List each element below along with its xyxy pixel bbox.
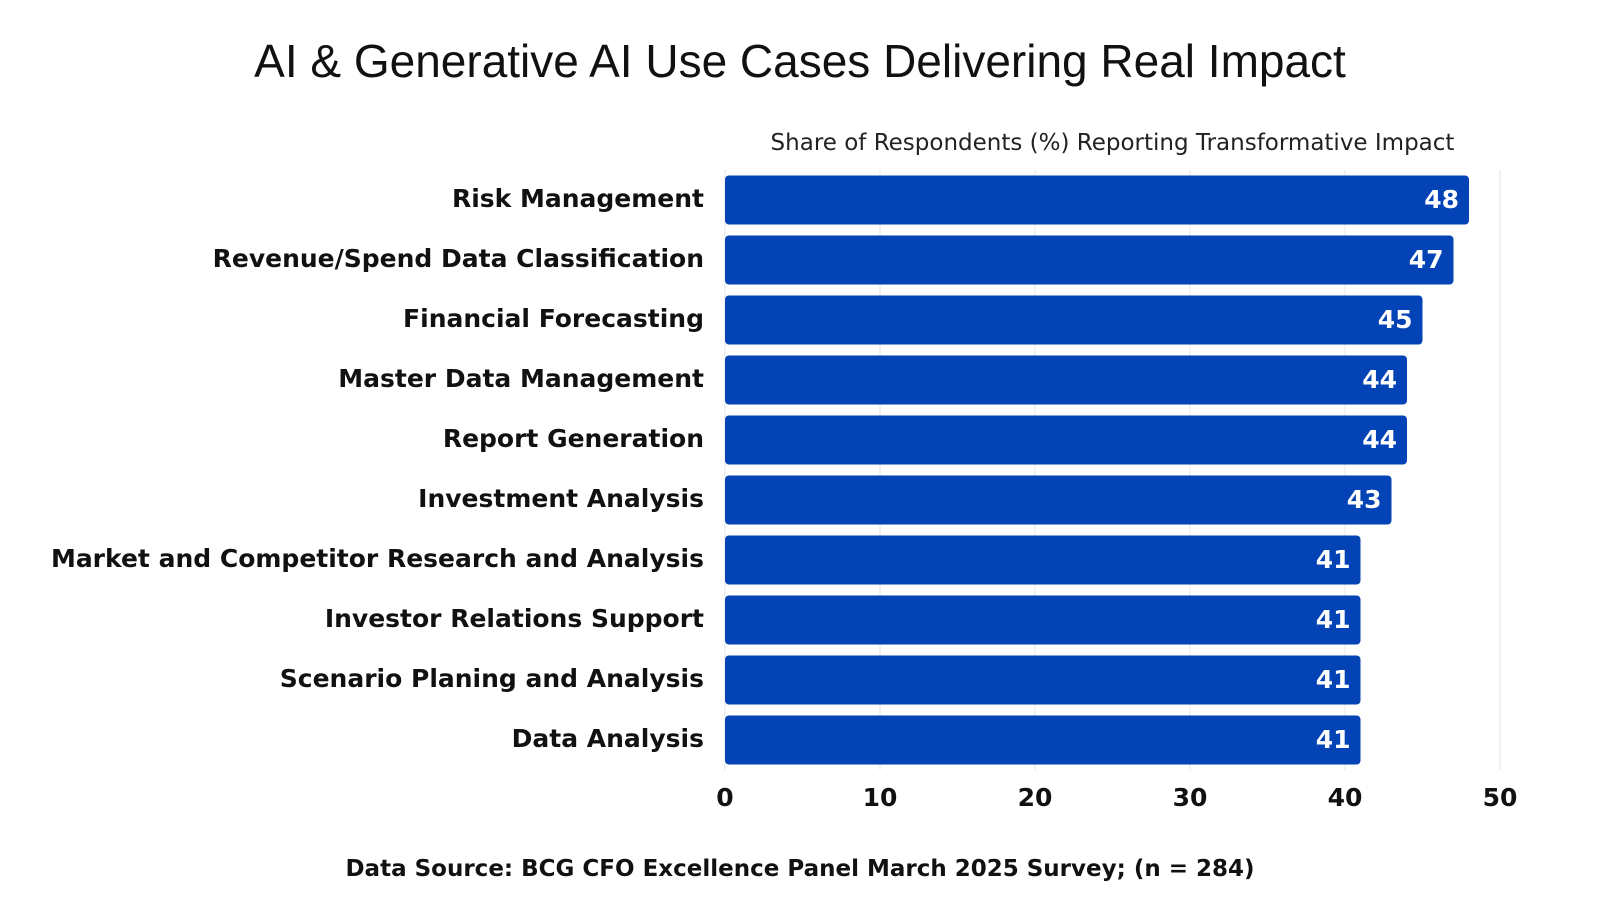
value-label-6: 43 <box>1347 485 1382 514</box>
value-label-1: 48 <box>1424 185 1459 214</box>
category-label-4: Master Data Management <box>338 364 704 393</box>
category-label-1: Risk Management <box>452 184 704 213</box>
bar-8 <box>725 595 1361 645</box>
value-label-5: 44 <box>1362 425 1397 454</box>
labels-layer: Risk Management 48 Revenue/Spend Data Clas… <box>51 184 1459 754</box>
category-label-2: Revenue/Spend Data Classification <box>213 244 704 273</box>
bar-9 <box>725 655 1361 705</box>
category-label-7: Market and Competitor Research and Analy… <box>51 544 704 573</box>
bar-6 <box>725 475 1392 525</box>
category-label-5: Report Generation <box>443 424 704 453</box>
data-source-note: Data Source: BCG CFO Excellence Panel Ma… <box>345 856 1254 882</box>
chart-subtitle: Share of Respondents (%) Reporting Trans… <box>771 130 1455 156</box>
x-tick-label-40: 40 <box>1328 783 1363 812</box>
x-axis: 0 10 20 30 40 50 <box>716 783 1517 812</box>
category-label-6: Investment Analysis <box>418 484 704 513</box>
value-label-7: 41 <box>1316 545 1351 574</box>
value-label-9: 41 <box>1316 665 1351 694</box>
bar-10 <box>725 715 1361 765</box>
x-tick-label-0: 0 <box>716 783 733 812</box>
x-tick-label-50: 50 <box>1483 783 1518 812</box>
bar-1 <box>725 175 1469 225</box>
value-label-2: 47 <box>1409 245 1444 274</box>
bar-4 <box>725 355 1407 405</box>
bars-layer <box>725 175 1469 765</box>
category-label-3: Financial Forecasting <box>403 304 704 333</box>
category-label-10: Data Analysis <box>512 724 704 753</box>
chart-title: AI & Generative AI Use Cases Delivering … <box>254 35 1346 87</box>
x-tick-label-20: 20 <box>1018 783 1053 812</box>
category-label-8: Investor Relations Support <box>325 604 704 633</box>
x-tick-label-10: 10 <box>863 783 898 812</box>
bar-2 <box>725 235 1454 285</box>
value-label-10: 41 <box>1316 725 1351 754</box>
value-label-3: 45 <box>1378 305 1413 334</box>
bar-3 <box>725 295 1423 345</box>
bar-7 <box>725 535 1361 585</box>
category-label-9: Scenario Planing and Analysis <box>280 664 704 693</box>
bar-5 <box>725 415 1407 465</box>
x-tick-label-30: 30 <box>1173 783 1208 812</box>
value-label-8: 41 <box>1316 605 1351 634</box>
value-label-4: 44 <box>1362 365 1397 394</box>
